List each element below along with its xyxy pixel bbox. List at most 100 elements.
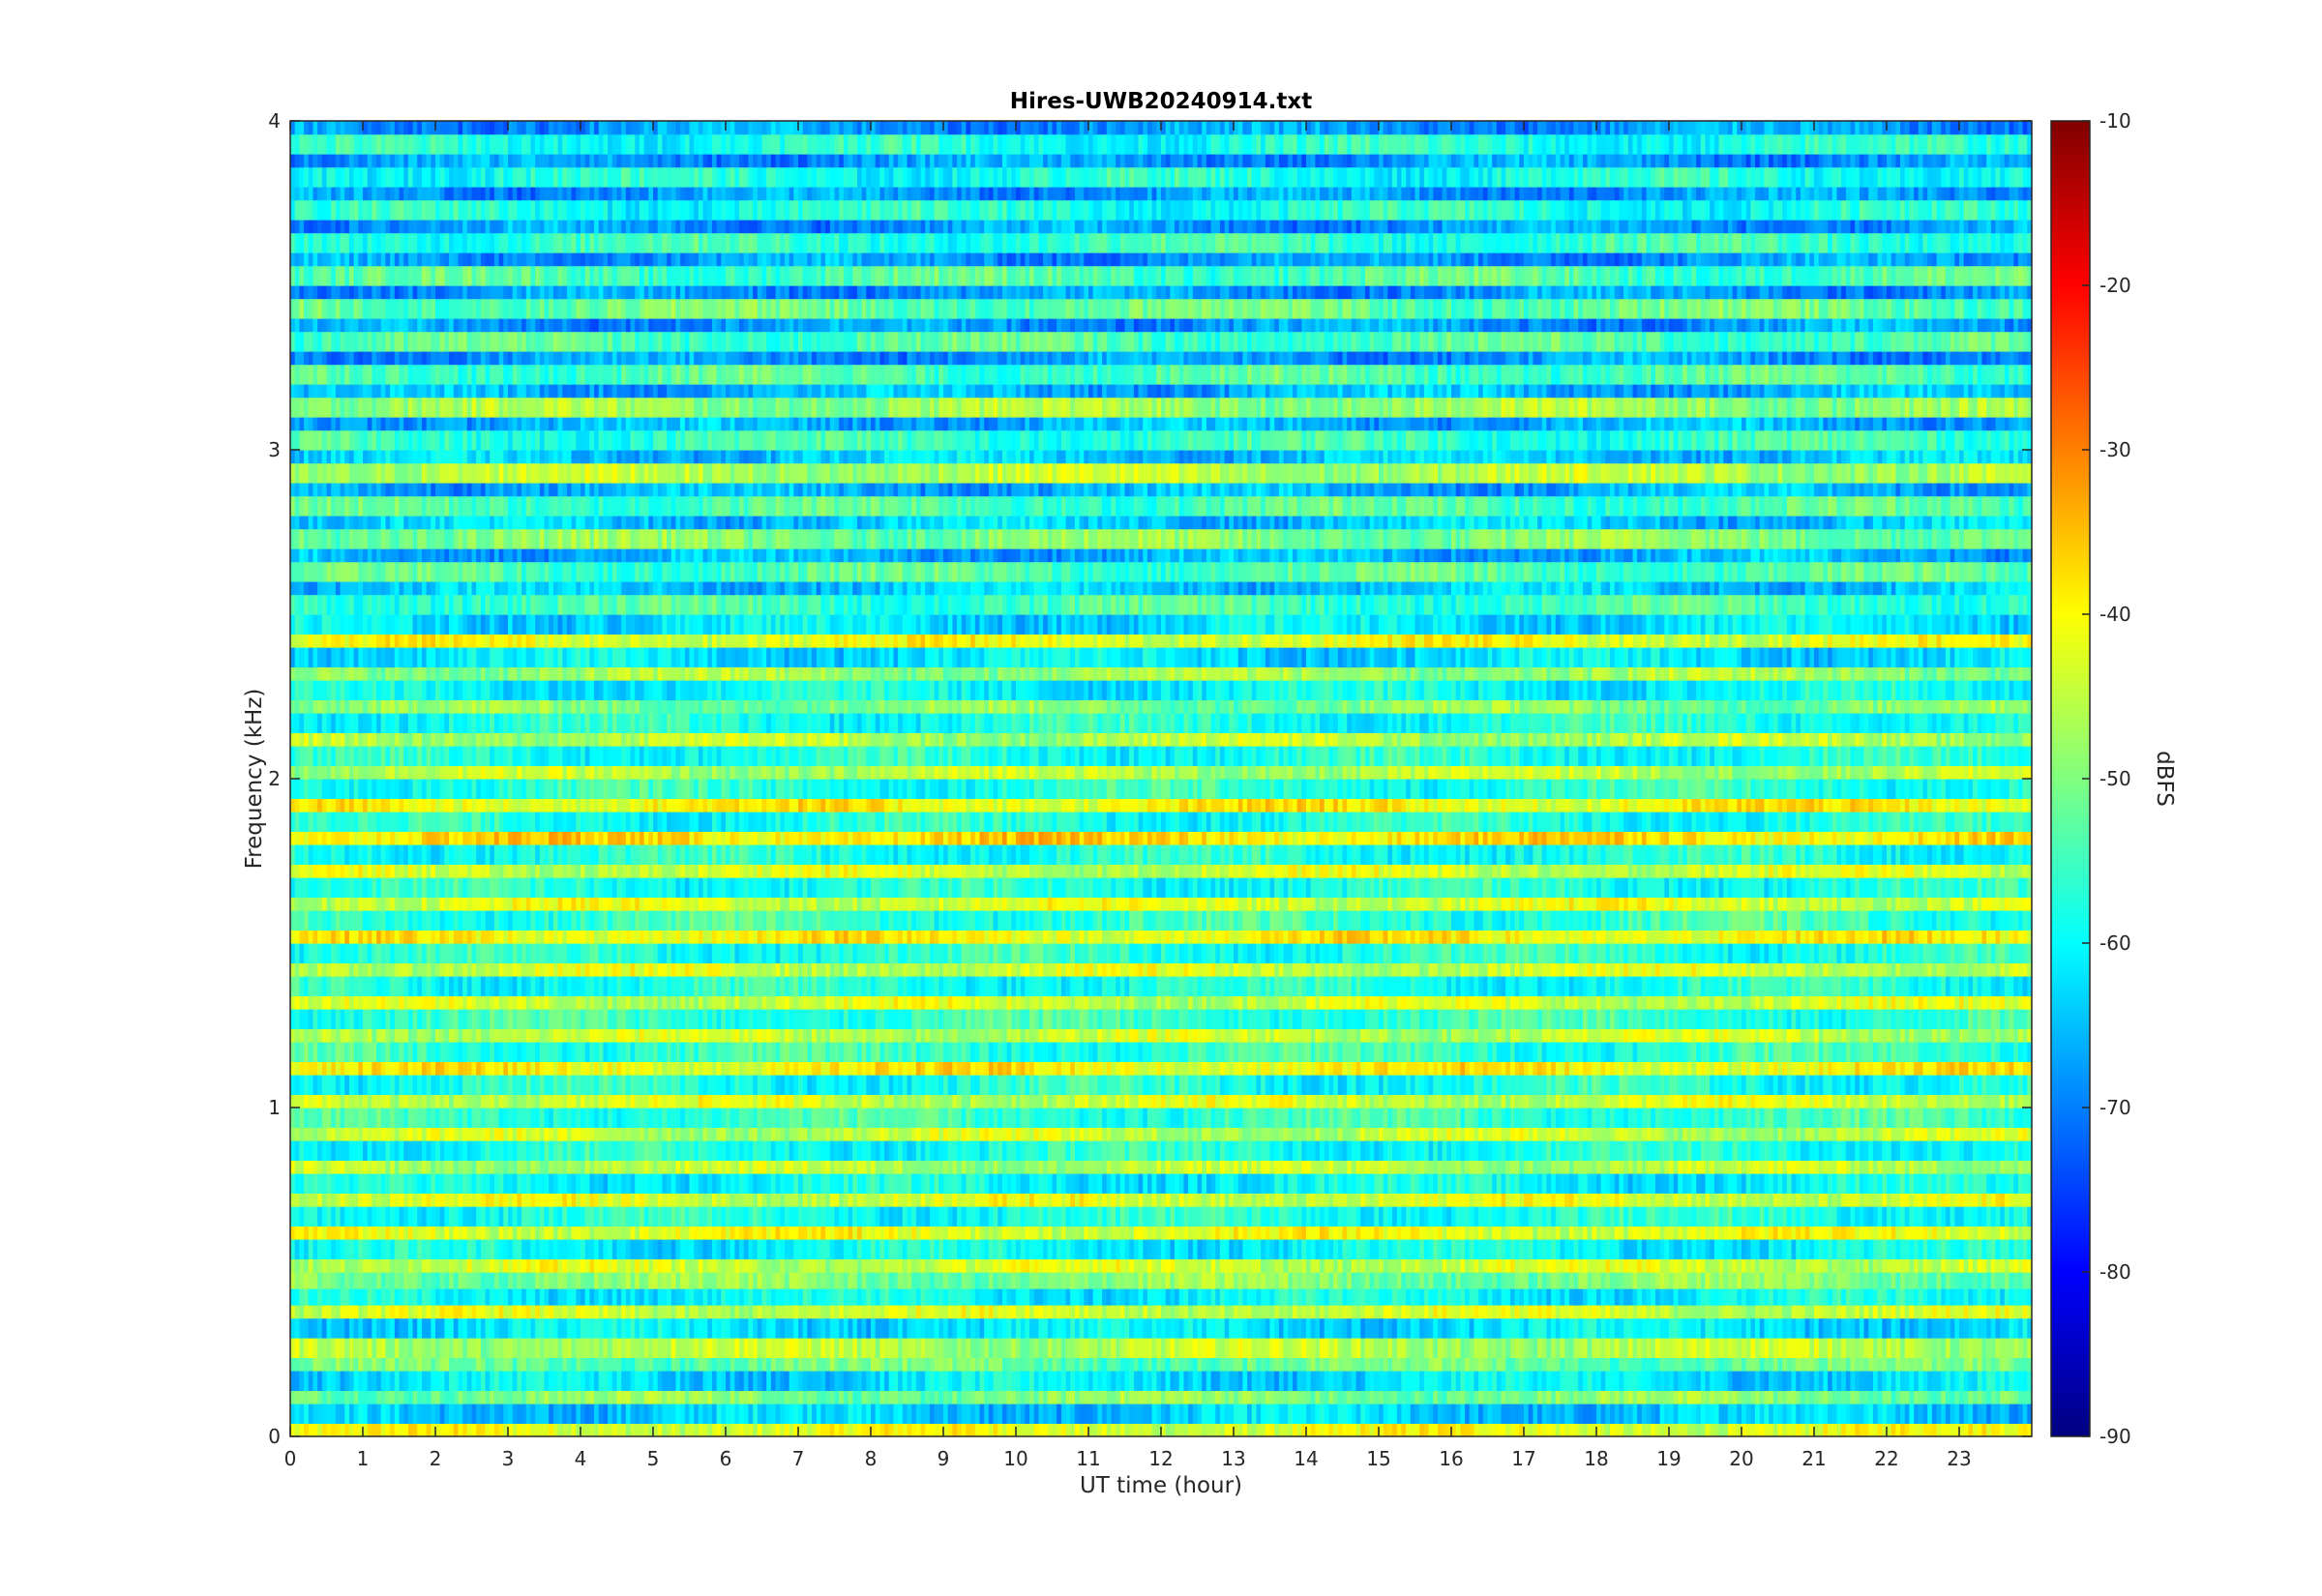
heatmap-cell	[1718, 1390, 1724, 1404]
heatmap-cell	[1210, 1258, 1216, 1273]
heatmap-cell	[698, 1272, 704, 1289]
heatmap-cell	[576, 1305, 581, 1319]
heatmap-cell	[1116, 1390, 1121, 1404]
heatmap-cell	[1872, 1258, 1879, 1273]
heatmap-cell	[625, 1423, 632, 1437]
heatmap-cell	[480, 1226, 487, 1240]
heatmap-cell	[1872, 1272, 1879, 1289]
heatmap-cell	[608, 1317, 613, 1339]
heatmap-cell	[589, 1390, 595, 1404]
heatmap-cell	[1296, 1226, 1302, 1240]
heatmap-cell	[426, 1288, 432, 1306]
heatmap-cell	[1102, 1226, 1108, 1240]
heatmap-cell	[812, 1258, 818, 1273]
heatmap-cell	[1315, 1390, 1321, 1404]
heatmap-cell	[1691, 1390, 1697, 1404]
heatmap-cell	[1161, 1357, 1167, 1372]
heatmap-cell	[1383, 1239, 1388, 1259]
heatmap-cell	[471, 1317, 477, 1339]
heatmap-cell	[1804, 1371, 1810, 1391]
heatmap-cell	[635, 1371, 640, 1391]
heatmap-cell	[812, 1272, 818, 1289]
heatmap-cell	[1713, 1305, 1720, 1319]
heatmap-cell	[1682, 1338, 1688, 1358]
heatmap-cell	[743, 1272, 750, 1289]
heatmap-cell	[1247, 1390, 1253, 1404]
heatmap-cell	[1882, 1390, 1888, 1404]
heatmap-cell	[1791, 1404, 1797, 1424]
heatmap-cell	[1469, 1390, 1475, 1404]
heatmap-cell	[1234, 1288, 1239, 1306]
heatmap-cell	[1188, 1239, 1194, 1259]
heatmap-cell	[1737, 1258, 1742, 1273]
heatmap-cell	[1215, 1258, 1221, 1273]
heatmap-cell	[589, 1305, 595, 1319]
heatmap-cell	[979, 1338, 985, 1358]
heatmap-cell	[1102, 1288, 1108, 1306]
heatmap-cell	[294, 1317, 300, 1339]
heatmap-cell	[1428, 1371, 1434, 1391]
heatmap-cell	[1745, 1357, 1751, 1372]
heatmap-cell	[1278, 1239, 1285, 1259]
heatmap-cell	[1882, 1317, 1888, 1339]
heatmap-cell	[1796, 1423, 1801, 1437]
heatmap-cell	[1001, 1258, 1008, 1273]
heatmap-cell	[966, 1305, 971, 1319]
heatmap-cell	[1165, 1338, 1171, 1358]
heatmap-cell	[535, 1272, 541, 1289]
heatmap-cell	[1890, 1305, 1896, 1319]
heatmap-cell	[508, 1258, 514, 1273]
heatmap-cell	[1183, 1371, 1189, 1391]
heatmap-cell	[784, 1404, 790, 1424]
heatmap-cell	[694, 1404, 700, 1424]
heatmap-cell	[807, 1272, 813, 1289]
heatmap-cell	[584, 1226, 590, 1240]
heatmap-cell	[403, 1272, 409, 1289]
heatmap-cell	[1742, 1390, 1747, 1404]
heatmap-cell	[875, 1226, 880, 1240]
heatmap-cell	[1206, 1404, 1212, 1424]
heatmap-cell	[1877, 1390, 1883, 1404]
heatmap-cell	[1052, 1423, 1057, 1437]
heatmap-cell	[1551, 1288, 1557, 1306]
heatmap-cell	[340, 1357, 345, 1372]
heatmap-cell	[1623, 1371, 1629, 1391]
heatmap-cell	[353, 1272, 359, 1289]
heatmap-cell	[639, 1288, 645, 1306]
heatmap-cell	[1315, 1305, 1321, 1319]
heatmap-cell	[1836, 1423, 1842, 1437]
heatmap-cell	[1614, 1305, 1621, 1319]
heatmap-cell	[1796, 1404, 1801, 1424]
heatmap-cell	[1605, 1404, 1611, 1424]
heatmap-cell	[372, 1404, 377, 1424]
heatmap-cell	[1237, 1272, 1243, 1289]
heatmap-cell	[2017, 1258, 2024, 1273]
heatmap-cell	[775, 1226, 781, 1240]
heatmap-cell	[1769, 1305, 1774, 1319]
heatmap-cell	[643, 1317, 649, 1339]
heatmap-cell	[1057, 1338, 1062, 1358]
heatmap-cell	[798, 1357, 804, 1372]
heatmap-cell	[789, 1357, 794, 1372]
heatmap-cell	[2009, 1288, 2014, 1306]
heatmap-cell	[1637, 1371, 1643, 1391]
heatmap-cell	[1202, 1357, 1207, 1372]
heatmap-cell	[340, 1258, 345, 1273]
heatmap-cell	[702, 1404, 708, 1424]
heatmap-cell	[403, 1357, 409, 1372]
heatmap-cell	[517, 1305, 522, 1319]
heatmap-cell	[1610, 1423, 1616, 1437]
heatmap-cell	[902, 1258, 908, 1273]
heatmap-cell	[1909, 1305, 1915, 1319]
heatmap-cell	[938, 1338, 944, 1358]
heatmap-cell	[1310, 1317, 1316, 1339]
heatmap-cell	[2013, 1317, 2019, 1339]
heatmap-cell	[1219, 1390, 1226, 1404]
heatmap-cell	[1146, 1423, 1153, 1437]
heatmap-cell	[1551, 1390, 1557, 1404]
heatmap-cell	[1219, 1305, 1226, 1319]
heatmap-cell	[1732, 1338, 1738, 1358]
heatmap-cell	[1686, 1423, 1693, 1437]
heatmap-cell	[476, 1226, 482, 1240]
heatmap-cell	[734, 1317, 740, 1339]
